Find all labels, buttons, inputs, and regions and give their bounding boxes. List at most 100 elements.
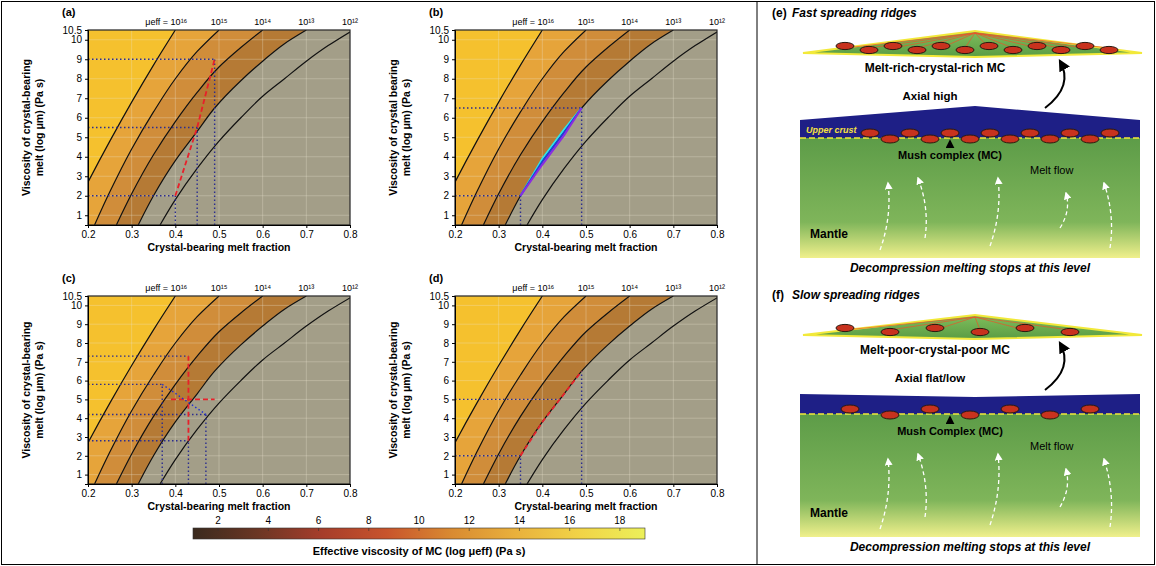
x-axis: 0.20.30.40.50.60.70.8 bbox=[82, 484, 358, 499]
series-line bbox=[88, 59, 215, 60]
y-tick: 3 bbox=[443, 171, 455, 182]
tick-mark bbox=[85, 456, 88, 457]
grid-line bbox=[88, 474, 350, 475]
melt-flow-arrow bbox=[918, 178, 926, 238]
series-line bbox=[188, 356, 190, 441]
y-tick: 4 bbox=[443, 413, 455, 424]
contour-label: 10¹⁵ bbox=[211, 283, 228, 293]
melt-lens bbox=[1052, 46, 1070, 53]
region bbox=[88, 30, 350, 225]
mush-body bbox=[881, 135, 899, 143]
y-tick: 7 bbox=[443, 357, 455, 368]
panel: 0.20.30.40.50.60.70.81234567891010.5μeff… bbox=[20, 272, 358, 512]
tick-label: 3 bbox=[76, 432, 82, 443]
series-line bbox=[455, 399, 562, 400]
melt-lens bbox=[884, 42, 902, 49]
x-axis-title: Crystal-bearing melt fraction bbox=[148, 241, 291, 253]
tick-label: 0.5 bbox=[580, 488, 594, 499]
tick-mark bbox=[85, 118, 88, 119]
grid-line bbox=[88, 137, 350, 138]
tick-label: 0.3 bbox=[125, 488, 139, 499]
axis-line bbox=[456, 485, 718, 488]
mantle bbox=[800, 414, 1140, 537]
tick-mark bbox=[452, 196, 455, 197]
tick-mark bbox=[452, 399, 455, 400]
tick-label: 9 bbox=[76, 319, 82, 330]
tick-mark bbox=[542, 484, 543, 487]
x-tick: 0.8 bbox=[344, 225, 358, 240]
grid-line bbox=[88, 59, 350, 60]
x-tick: 0.3 bbox=[125, 225, 139, 240]
y-axis: 1234567891010.5 bbox=[430, 25, 456, 226]
divider bbox=[757, 2, 758, 565]
tick-label: 4 bbox=[443, 151, 449, 162]
grid-line bbox=[455, 176, 717, 177]
diagram: (f)Slow spreading ridgesMelt-poor-crysta… bbox=[772, 288, 1142, 554]
colorbar-tick bbox=[469, 528, 470, 531]
melt-lens bbox=[908, 46, 926, 53]
tick-label: 6 bbox=[443, 375, 449, 386]
x-tick: 0.4 bbox=[536, 225, 550, 240]
y-tick: 7 bbox=[76, 93, 88, 104]
x-tick: 0.6 bbox=[623, 484, 637, 499]
melt-lens bbox=[980, 42, 998, 49]
tick-mark bbox=[85, 215, 88, 216]
tick-label: 0.3 bbox=[125, 229, 139, 240]
y-tick: 1 bbox=[443, 469, 455, 480]
tick-label: 5 bbox=[443, 394, 449, 405]
tick-label: 0.5 bbox=[580, 229, 594, 240]
melt-channel bbox=[845, 317, 975, 330]
y-tick: 3 bbox=[76, 171, 88, 182]
grid-line bbox=[455, 324, 717, 325]
melt-lens bbox=[881, 328, 899, 335]
tick-mark bbox=[85, 305, 88, 306]
y-tick: 7 bbox=[443, 93, 455, 104]
tick-label: 0.3 bbox=[492, 488, 506, 499]
grid-line bbox=[88, 399, 350, 400]
grid-line bbox=[455, 474, 717, 475]
y-tick: 10 bbox=[438, 34, 455, 45]
melt-flow-arrow bbox=[1104, 183, 1112, 248]
y-tick: 1 bbox=[76, 469, 88, 480]
tick-mark bbox=[85, 59, 88, 60]
axial-label: Axial high bbox=[903, 90, 958, 102]
colorbar: 24681012141618Effective viscosity of MC … bbox=[193, 515, 645, 557]
tick-mark bbox=[452, 362, 455, 363]
series-line bbox=[455, 107, 582, 108]
tick-mark bbox=[499, 484, 500, 487]
colorbar-tick bbox=[268, 528, 269, 531]
tick-label: 0.2 bbox=[449, 229, 463, 240]
melt-channel bbox=[845, 33, 975, 48]
grid-line bbox=[88, 215, 350, 216]
contour-label: 10¹² bbox=[342, 17, 358, 27]
melt-lens bbox=[1028, 42, 1046, 49]
tick-mark bbox=[452, 59, 455, 60]
grid-line bbox=[455, 437, 717, 438]
x-tick: 0.5 bbox=[580, 225, 594, 240]
tick-mark bbox=[306, 484, 307, 487]
y-tick: 4 bbox=[443, 151, 455, 162]
contour-line bbox=[88, 296, 175, 484]
mush-body bbox=[1081, 135, 1099, 143]
series-line bbox=[188, 441, 189, 484]
plot-area bbox=[88, 30, 350, 225]
melt-lens bbox=[860, 46, 878, 53]
y-axis-title: Viscosity of crystal-bearingmelt (log μm… bbox=[20, 59, 45, 196]
grid-line bbox=[455, 380, 717, 381]
y-tick: 2 bbox=[443, 451, 455, 462]
tick-mark bbox=[499, 225, 500, 228]
melt-lens bbox=[971, 328, 989, 335]
tick-mark bbox=[219, 225, 220, 228]
melt-lens bbox=[1004, 46, 1022, 53]
melt-flow-arrow bbox=[880, 183, 889, 250]
grid-line bbox=[88, 343, 350, 344]
grid bbox=[455, 296, 717, 484]
series-line bbox=[88, 195, 175, 196]
x-tick: 0.8 bbox=[711, 225, 725, 240]
tick-label: 4 bbox=[76, 413, 82, 424]
series-line bbox=[196, 128, 197, 226]
tick-mark bbox=[452, 118, 455, 119]
y-tick: 2 bbox=[76, 190, 88, 201]
tick-mark bbox=[452, 437, 455, 438]
axis-line bbox=[85, 31, 89, 226]
